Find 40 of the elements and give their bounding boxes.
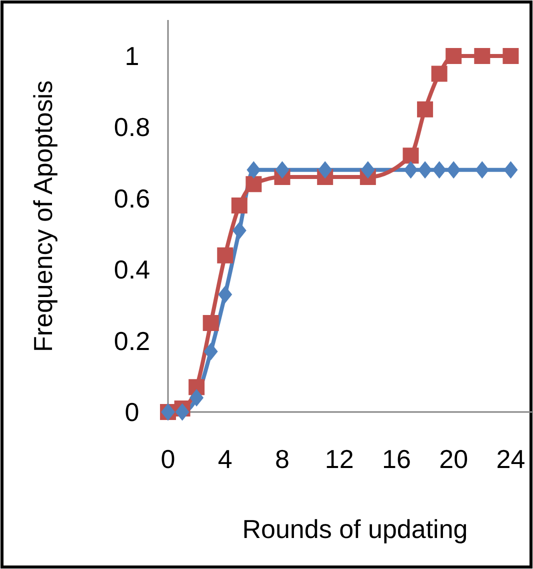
point <box>202 315 219 331</box>
y-tick-label: 0.4 <box>114 254 150 285</box>
point <box>246 176 262 192</box>
x-tick-label: 4 <box>218 444 232 474</box>
point <box>402 148 419 164</box>
y-tick-label: 1 <box>124 41 140 71</box>
x-tick-label: 16 <box>382 444 411 474</box>
point <box>446 48 462 64</box>
x-tick-label: 24 <box>496 444 526 474</box>
point <box>318 161 332 179</box>
x-axis-title: Rounds of updating <box>242 514 468 544</box>
point <box>246 161 261 179</box>
x-tick-label: 12 <box>324 444 354 474</box>
point <box>231 198 248 214</box>
point <box>275 161 290 179</box>
point <box>360 161 375 179</box>
point <box>446 161 461 179</box>
point <box>475 161 490 179</box>
point <box>502 48 519 64</box>
x-tick-label: 0 <box>160 444 176 474</box>
point <box>190 389 204 407</box>
point <box>217 247 234 264</box>
point <box>404 161 418 179</box>
y-tick-label: 0 <box>124 397 140 427</box>
point <box>504 161 518 179</box>
y-tick-label: 0.6 <box>114 183 150 214</box>
point <box>431 66 448 82</box>
point <box>418 161 432 179</box>
point <box>474 48 490 64</box>
y-axis-title: Frequency of Apoptosis <box>28 80 58 352</box>
y-tick-label: 0.8 <box>114 112 150 142</box>
y-tick-label: 0.2 <box>114 326 150 356</box>
x-tick-label: 8 <box>275 444 290 474</box>
point <box>204 342 218 360</box>
point <box>232 222 246 240</box>
x-tick-label: 20 <box>439 444 468 474</box>
point <box>175 403 190 421</box>
point <box>218 286 232 304</box>
point <box>432 161 446 179</box>
point <box>417 101 434 118</box>
